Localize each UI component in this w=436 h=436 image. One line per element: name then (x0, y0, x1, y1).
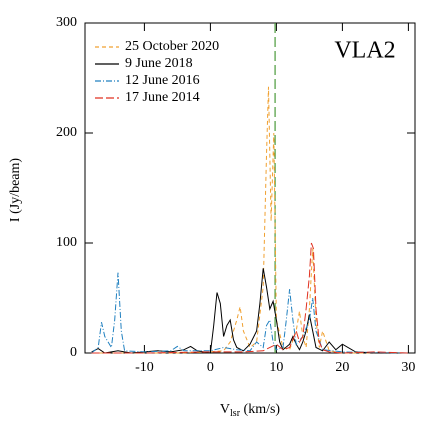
y-axis-label: I (Jy/beam) (8, 158, 23, 222)
series-line (91, 242, 409, 354)
x-label-part: (km/s) (240, 402, 280, 417)
legend-label: 25 October 2020 (125, 39, 219, 54)
legend-label: 12 June 2016 (125, 73, 200, 88)
annotation: VLA2 (334, 38, 395, 64)
y-tick-label: 100 (56, 235, 77, 250)
series-line (91, 86, 409, 354)
plot-frame (84, 22, 416, 354)
x-label-sub: lsr (230, 408, 241, 419)
x-tick-label: 10 (269, 360, 283, 375)
x-tick-label: 30 (401, 360, 415, 375)
y-tick-label: 300 (56, 15, 77, 30)
series-line (91, 272, 409, 354)
legend-label: 9 June 2018 (125, 56, 193, 71)
x-label-part: V (220, 402, 230, 417)
x-tick-label: 20 (335, 360, 349, 375)
x-axis-label: Vlsr (km/s) (220, 402, 281, 419)
x-tick-label: -10 (135, 360, 154, 375)
legend-label: 17 June 2014 (125, 90, 200, 105)
series-line (91, 268, 409, 354)
y-tick-label: 200 (56, 125, 77, 140)
x-tick-label: 0 (207, 360, 214, 375)
y-tick-label: 0 (70, 345, 77, 360)
